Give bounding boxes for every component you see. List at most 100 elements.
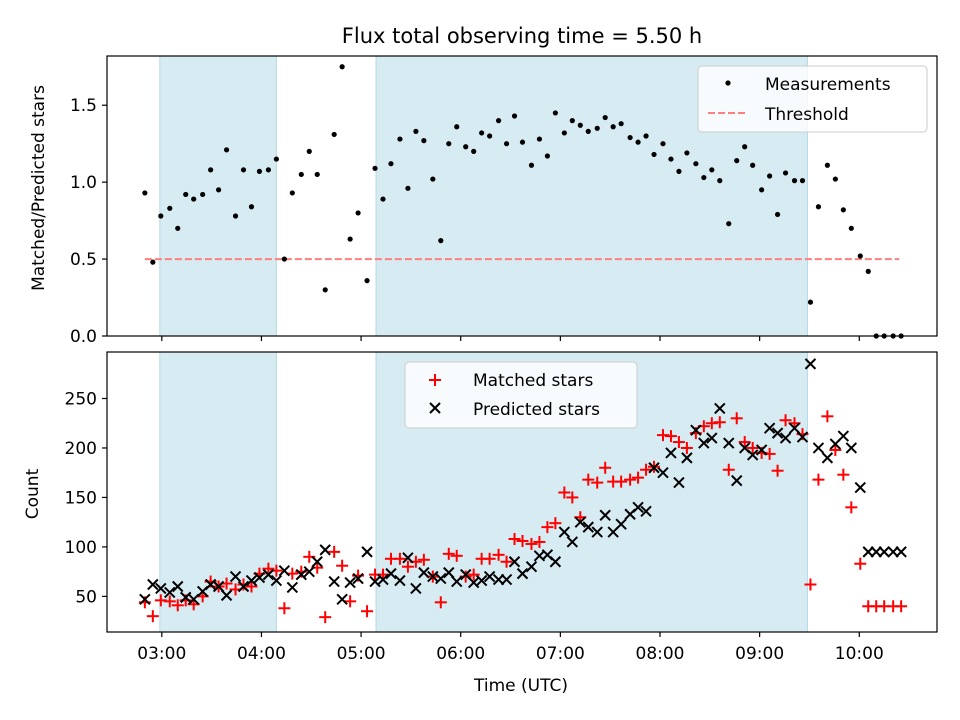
- measurement-point: [651, 151, 657, 158]
- matched-star-point: [163, 595, 176, 608]
- top-panel: 0.0 0.5 1.0 1.5 Matched/Predicted stars Mea…: [29, 55, 938, 347]
- measurement-point: [215, 187, 222, 193]
- measurement-point: [552, 110, 558, 116]
- x-tick-label: 05:00: [337, 644, 386, 664]
- measurement-point: [248, 204, 255, 210]
- measurement-point: [832, 176, 838, 182]
- measurement-point: [824, 162, 830, 168]
- predicted-star-point: [895, 546, 907, 558]
- matched-star-point: [771, 464, 784, 477]
- measurement-point: [767, 173, 773, 179]
- measurement-point: [208, 167, 214, 173]
- predicted-star-point: [648, 462, 660, 474]
- predicted-star-point: [566, 536, 579, 548]
- matched-star-point: [582, 473, 595, 486]
- x-tick-label: 09:00: [735, 644, 784, 664]
- matched-star-point: [821, 410, 834, 423]
- predicted-star-point: [516, 567, 529, 580]
- matched-star-point: [146, 610, 159, 623]
- predicted-star-point: [278, 564, 291, 577]
- x-tick-label: 07:00: [536, 644, 585, 664]
- matched-star-point: [722, 463, 735, 476]
- measurement-point: [684, 150, 690, 156]
- measurement-point: [635, 139, 641, 145]
- measurement-point: [701, 174, 707, 181]
- measurement-point: [421, 138, 427, 144]
- predicted-star-point: [336, 593, 348, 606]
- predicted-star-point: [410, 582, 422, 595]
- matched-star-point: [361, 605, 374, 618]
- predicted-star-point: [483, 570, 496, 583]
- measurement-point: [388, 161, 394, 167]
- measurement-point: [561, 130, 567, 136]
- matched-star-point: [632, 471, 645, 484]
- predicted-star-point: [746, 449, 759, 461]
- matched-star-point: [845, 501, 858, 514]
- matched-stars-series: [138, 410, 908, 624]
- measurement-point: [668, 156, 674, 162]
- matched-star-point: [245, 580, 258, 593]
- matched-star-point: [401, 560, 414, 573]
- measurement-point: [314, 171, 320, 178]
- predicted-star-point: [640, 505, 652, 518]
- measurement-point: [364, 278, 370, 284]
- measurement-point: [774, 211, 781, 218]
- measurement-point: [265, 167, 272, 173]
- measurement-point: [857, 253, 863, 259]
- predicted-star-point: [155, 582, 167, 595]
- measurement-point: [256, 168, 263, 174]
- measurement-point: [759, 187, 765, 193]
- measurement-point: [232, 213, 239, 219]
- measurement-point: [618, 121, 624, 127]
- bottom-y-tick-label: 50: [75, 587, 97, 607]
- top-axes-frame: [106, 55, 938, 337]
- matched-star-point: [664, 430, 677, 443]
- predicted-star-point: [139, 593, 151, 606]
- matched-star-point: [417, 553, 430, 566]
- measurement-point: [289, 190, 295, 196]
- bottom-panel: 50 100 150 200 250 03:00 04:00 05:00 06:00 07:00…: [23, 351, 938, 696]
- predicted-star-point: [164, 586, 176, 599]
- x-tick-label: 03:00: [137, 644, 186, 664]
- top-y-tick-label: 1.0: [70, 173, 97, 193]
- x-tick-label: 06:00: [436, 644, 485, 664]
- predicted-star-point: [690, 424, 702, 436]
- predicted-star-point: [212, 580, 225, 593]
- predicted-star-point: [435, 572, 447, 585]
- measurement-point: [347, 236, 353, 242]
- predicted-star-point: [812, 442, 825, 454]
- measurement-point: [594, 125, 600, 131]
- matched-star-point: [624, 473, 637, 486]
- matched-star-point: [829, 443, 842, 456]
- matched-star-point: [854, 557, 867, 570]
- predicted-star-point: [451, 575, 463, 588]
- matched-star-point: [895, 600, 908, 613]
- measurement-point: [569, 118, 575, 124]
- predicted-star-point: [286, 581, 299, 594]
- matched-star-point: [738, 436, 751, 449]
- predicted-star-point: [804, 358, 817, 370]
- predicted-star-point: [418, 566, 430, 579]
- predicted-star-point: [443, 566, 455, 579]
- predicted-star-point: [796, 431, 809, 443]
- predicted-star-point: [845, 442, 858, 454]
- measurement-point: [840, 207, 846, 213]
- bottom-y-tick-label: 100: [65, 538, 97, 558]
- predicted-star-point: [771, 427, 784, 439]
- measurement-point: [223, 147, 230, 153]
- predicted-star-point: [361, 546, 373, 558]
- predicted-star-point: [172, 580, 184, 593]
- predicted-star-point: [525, 560, 538, 573]
- predicted-star-point: [788, 422, 801, 434]
- predicted-star-point: [385, 567, 397, 580]
- legend-label-threshold: Threshold: [764, 105, 849, 125]
- legend-marker-predicted: [429, 402, 441, 414]
- matched-star-point: [672, 436, 685, 449]
- matched-star-point: [640, 463, 653, 476]
- measurement-point: [405, 185, 411, 191]
- predicted-star-point: [549, 556, 562, 568]
- measurement-point: [281, 256, 287, 262]
- predicted-star-point: [558, 526, 571, 538]
- measurement-point: [717, 178, 723, 184]
- measurement-point: [782, 170, 789, 176]
